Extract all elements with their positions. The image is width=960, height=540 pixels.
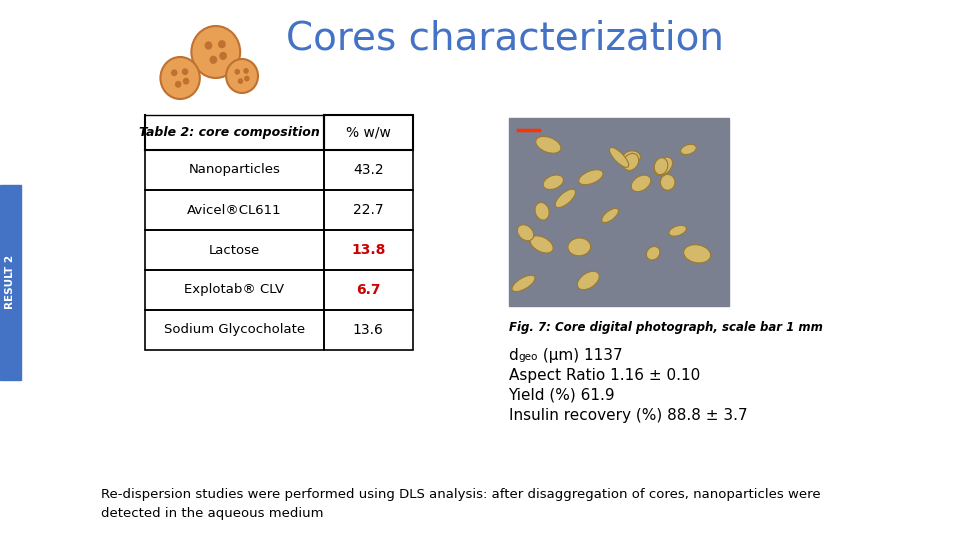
- Text: % w/w: % w/w: [346, 125, 391, 139]
- Text: Table 2: core composition: Table 2: core composition: [139, 126, 321, 139]
- Bar: [324, 115, 413, 150]
- Circle shape: [244, 69, 248, 73]
- Ellipse shape: [655, 158, 668, 174]
- Ellipse shape: [646, 246, 660, 260]
- Text: Yield (%) 61.9: Yield (%) 61.9: [509, 388, 615, 403]
- Circle shape: [220, 52, 227, 59]
- Text: Fig. 7: Core digital photograph, scale bar 1 mm: Fig. 7: Core digital photograph, scale b…: [509, 321, 823, 334]
- Text: 13.6: 13.6: [353, 323, 384, 337]
- Ellipse shape: [655, 157, 673, 176]
- Bar: [324, 150, 413, 190]
- Bar: [145, 190, 324, 230]
- Ellipse shape: [660, 174, 675, 190]
- Circle shape: [172, 70, 177, 76]
- Ellipse shape: [577, 271, 599, 290]
- Circle shape: [205, 42, 211, 49]
- Text: Avicel®CL611: Avicel®CL611: [187, 204, 282, 217]
- Ellipse shape: [512, 275, 535, 292]
- Text: Explotab® CLV: Explotab® CLV: [184, 284, 284, 296]
- Ellipse shape: [681, 144, 696, 154]
- Bar: [145, 230, 324, 270]
- Bar: [324, 190, 413, 230]
- Ellipse shape: [543, 175, 564, 190]
- Circle shape: [183, 78, 188, 84]
- Text: 6.7: 6.7: [356, 283, 380, 297]
- Ellipse shape: [623, 151, 640, 164]
- Ellipse shape: [623, 153, 638, 171]
- Bar: [145, 310, 324, 350]
- Ellipse shape: [517, 225, 534, 241]
- Text: Cores characterization: Cores characterization: [286, 19, 724, 57]
- Circle shape: [176, 82, 180, 87]
- Ellipse shape: [530, 236, 553, 253]
- Bar: [145, 150, 324, 190]
- Text: d: d: [509, 348, 518, 363]
- Circle shape: [219, 41, 225, 48]
- Circle shape: [227, 59, 258, 93]
- Ellipse shape: [610, 147, 629, 167]
- Text: Insulin recovery (%) 88.8 ± 3.7: Insulin recovery (%) 88.8 ± 3.7: [509, 408, 747, 423]
- Ellipse shape: [579, 170, 603, 185]
- Ellipse shape: [632, 175, 651, 192]
- Bar: [145, 270, 324, 310]
- Circle shape: [235, 70, 239, 74]
- Ellipse shape: [684, 245, 710, 263]
- Circle shape: [245, 76, 249, 81]
- Ellipse shape: [555, 189, 576, 207]
- Circle shape: [238, 79, 243, 83]
- Bar: [324, 230, 413, 270]
- Ellipse shape: [669, 225, 686, 236]
- Text: Nanoparticles: Nanoparticles: [188, 164, 280, 177]
- Bar: [324, 310, 413, 350]
- Circle shape: [210, 56, 217, 63]
- Ellipse shape: [535, 202, 549, 220]
- Text: (μm) 1137: (μm) 1137: [538, 348, 622, 363]
- Circle shape: [160, 57, 200, 99]
- Ellipse shape: [602, 208, 618, 222]
- Text: Aspect Ratio 1.16 ± 0.10: Aspect Ratio 1.16 ± 0.10: [509, 368, 700, 383]
- Ellipse shape: [568, 238, 590, 256]
- Text: Sodium Glycocholate: Sodium Glycocholate: [164, 323, 305, 336]
- Circle shape: [191, 26, 240, 78]
- Bar: [0, 185, 21, 380]
- Circle shape: [182, 69, 187, 75]
- Text: Lactose: Lactose: [209, 244, 260, 256]
- Text: 13.8: 13.8: [351, 243, 385, 257]
- Bar: [509, 118, 729, 306]
- Bar: [324, 270, 413, 310]
- Text: RESULT 2: RESULT 2: [6, 255, 15, 309]
- Ellipse shape: [536, 137, 561, 153]
- Text: geo: geo: [517, 352, 538, 362]
- Text: 43.2: 43.2: [353, 163, 384, 177]
- Text: 22.7: 22.7: [353, 203, 384, 217]
- Text: Re-dispersion studies were performed using DLS analysis: after disaggregation of: Re-dispersion studies were performed usi…: [102, 488, 821, 520]
